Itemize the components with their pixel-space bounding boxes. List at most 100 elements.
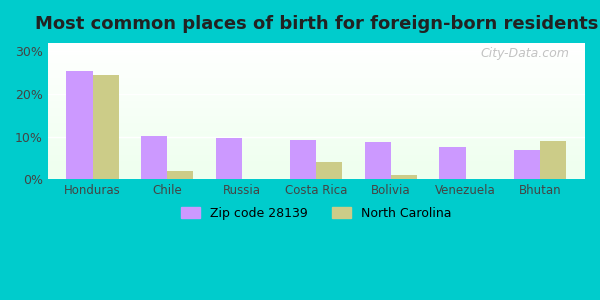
Bar bbox=[48, 115, 585, 117]
Bar bbox=[48, 54, 585, 55]
Bar bbox=[48, 152, 585, 154]
Bar bbox=[48, 151, 585, 152]
Bar bbox=[48, 87, 585, 88]
Bar bbox=[48, 93, 585, 95]
Bar bbox=[48, 98, 585, 99]
Bar bbox=[48, 59, 585, 61]
Bar bbox=[48, 141, 585, 142]
Bar bbox=[48, 136, 585, 137]
Bar bbox=[48, 102, 585, 103]
Bar bbox=[48, 73, 585, 74]
Bar bbox=[48, 50, 585, 51]
Bar bbox=[48, 125, 585, 126]
Bar bbox=[48, 95, 585, 96]
Bar bbox=[48, 158, 585, 159]
Bar bbox=[48, 111, 585, 112]
Bar bbox=[48, 166, 585, 167]
Bar bbox=[48, 160, 585, 162]
Bar bbox=[48, 52, 585, 54]
Legend: Zip code 28139, North Carolina: Zip code 28139, North Carolina bbox=[176, 202, 457, 225]
Bar bbox=[48, 147, 585, 148]
Bar bbox=[48, 118, 585, 119]
Bar bbox=[48, 72, 585, 73]
Bar bbox=[48, 177, 585, 178]
Bar bbox=[48, 76, 585, 77]
Bar bbox=[48, 47, 585, 48]
Bar bbox=[48, 69, 585, 70]
Bar bbox=[48, 159, 585, 160]
Bar bbox=[48, 162, 585, 163]
Bar bbox=[48, 106, 585, 107]
Bar bbox=[48, 119, 585, 121]
Bar bbox=[48, 61, 585, 62]
Bar bbox=[48, 117, 585, 118]
Bar bbox=[48, 154, 585, 155]
Bar bbox=[48, 129, 585, 130]
Bar bbox=[48, 137, 585, 139]
Bar bbox=[48, 112, 585, 114]
Bar bbox=[48, 80, 585, 81]
Bar bbox=[514, 150, 540, 179]
Bar bbox=[48, 43, 585, 44]
Bar bbox=[48, 44, 585, 46]
Bar bbox=[48, 96, 585, 98]
Bar bbox=[48, 155, 585, 156]
Bar bbox=[48, 89, 585, 91]
Bar bbox=[48, 68, 585, 69]
Bar bbox=[290, 140, 316, 179]
Bar bbox=[48, 176, 585, 177]
Bar bbox=[48, 164, 585, 166]
Bar bbox=[48, 172, 585, 174]
Bar bbox=[48, 140, 585, 141]
Bar bbox=[48, 139, 585, 140]
Bar bbox=[48, 85, 585, 87]
Bar bbox=[48, 81, 585, 82]
Bar bbox=[48, 92, 585, 93]
Bar bbox=[48, 170, 585, 171]
Bar bbox=[48, 156, 585, 158]
Bar bbox=[215, 139, 242, 179]
Bar bbox=[48, 134, 585, 136]
Bar bbox=[48, 91, 585, 92]
Bar bbox=[48, 128, 585, 129]
Bar bbox=[48, 82, 585, 84]
Bar bbox=[391, 175, 417, 179]
Bar bbox=[48, 145, 585, 147]
Bar bbox=[67, 70, 92, 179]
Bar bbox=[48, 148, 585, 149]
Bar bbox=[48, 124, 585, 125]
Bar bbox=[48, 110, 585, 111]
Bar bbox=[48, 142, 585, 144]
Bar bbox=[48, 62, 585, 63]
Bar bbox=[316, 162, 343, 179]
Bar bbox=[48, 122, 585, 124]
Title: Most common places of birth for foreign-born residents: Most common places of birth for foreign-… bbox=[35, 15, 598, 33]
Bar bbox=[48, 144, 585, 145]
Bar bbox=[48, 58, 585, 59]
Bar bbox=[48, 121, 585, 122]
Bar bbox=[48, 48, 585, 50]
Bar bbox=[48, 100, 585, 102]
Bar bbox=[48, 55, 585, 56]
Bar bbox=[48, 126, 585, 128]
Bar bbox=[141, 136, 167, 179]
Bar bbox=[48, 46, 585, 47]
Bar bbox=[48, 133, 585, 134]
Bar bbox=[48, 178, 585, 179]
Bar bbox=[439, 148, 466, 179]
Text: City-Data.com: City-Data.com bbox=[480, 47, 569, 60]
Bar bbox=[48, 169, 585, 170]
Bar bbox=[48, 84, 585, 85]
Bar bbox=[48, 63, 585, 65]
Bar bbox=[48, 78, 585, 80]
Bar bbox=[48, 70, 585, 72]
Bar bbox=[167, 171, 193, 179]
Bar bbox=[48, 74, 585, 76]
Bar bbox=[48, 51, 585, 52]
Bar bbox=[48, 174, 585, 176]
Bar bbox=[48, 167, 585, 169]
Bar bbox=[48, 114, 585, 115]
Bar bbox=[48, 130, 585, 132]
Bar bbox=[48, 99, 585, 100]
Bar bbox=[48, 56, 585, 58]
